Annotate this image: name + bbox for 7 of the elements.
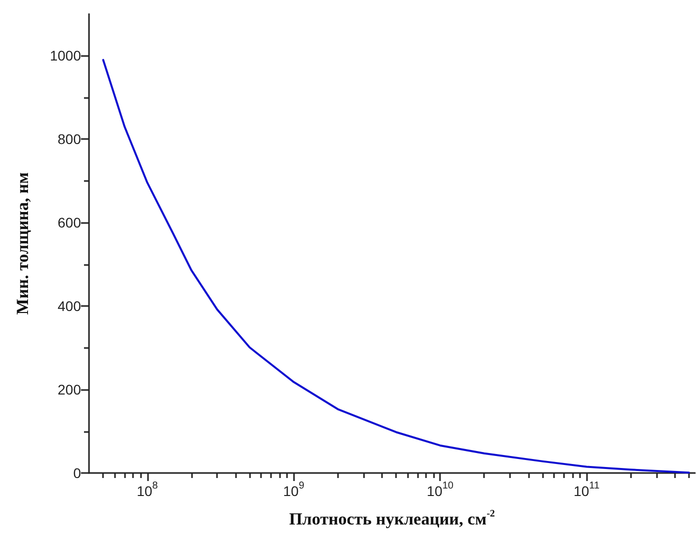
y-tick-label: 0 xyxy=(73,465,82,481)
y-tick-label: 400 xyxy=(58,298,82,314)
y-tick-label: 600 xyxy=(58,214,82,231)
y-tick-label: 200 xyxy=(58,382,82,398)
y-axis-title: Мин. толщина, нм xyxy=(13,172,32,315)
y-tick-label: 800 xyxy=(58,131,82,148)
y-tick-label: 1000 xyxy=(50,48,82,64)
